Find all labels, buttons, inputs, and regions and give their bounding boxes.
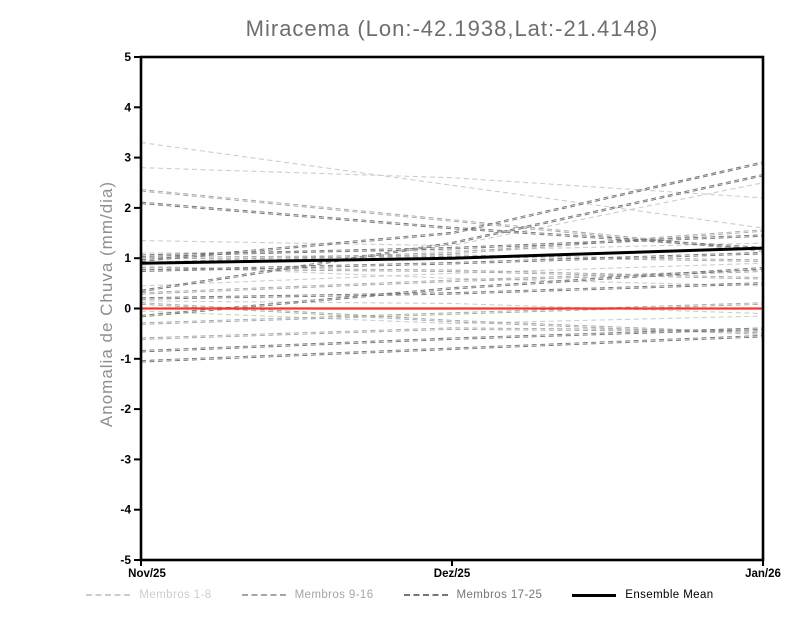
member-line — [141, 190, 763, 252]
dashed-line-swatch-icon — [403, 594, 448, 596]
legend-item-ensemble-mean: Ensemble Mean — [572, 589, 713, 601]
member-line — [141, 282, 763, 299]
member-line — [141, 267, 763, 316]
member-line — [141, 327, 763, 351]
member-line — [141, 175, 763, 293]
legend-item-membros-1-8: Membros 1-8 — [86, 589, 211, 601]
member-line — [141, 141, 763, 229]
member-line — [141, 327, 763, 339]
member-line — [141, 235, 763, 257]
member-line — [141, 229, 763, 263]
y-tick-label: 2 — [124, 201, 131, 215]
member-line — [141, 262, 763, 287]
x-tick-label: Dez/25 — [434, 568, 471, 580]
member-line — [141, 189, 763, 251]
y-tick-label: -5 — [120, 553, 131, 567]
y-tick-label: -1 — [120, 352, 131, 366]
member-line — [141, 162, 763, 262]
y-tick-label: 1 — [124, 251, 131, 265]
legend-label: Ensemble Mean — [625, 589, 714, 601]
member-line — [141, 271, 763, 295]
legend-label: Membros 9-16 — [294, 589, 374, 601]
ensemble-members — [141, 141, 763, 363]
y-tick-label: -2 — [120, 402, 131, 416]
y-tick-label: 3 — [124, 151, 131, 165]
legend-label: Membros 1-8 — [139, 589, 212, 601]
y-tick-label: -4 — [120, 503, 131, 517]
member-line — [141, 300, 763, 315]
x-axis-ticks: Nov/25 Dez/25 Jan/26 — [128, 560, 781, 580]
member-line — [141, 268, 763, 280]
member-line — [141, 310, 763, 325]
y-tick-label: -3 — [120, 452, 131, 466]
member-line — [141, 269, 763, 294]
ensemble-mean-line — [141, 246, 763, 265]
y-tick-label: 4 — [124, 100, 131, 114]
member-line — [141, 267, 763, 279]
dashed-line-swatch-icon — [86, 594, 131, 596]
member-line — [141, 253, 763, 272]
legend-label: Membros 17-25 — [456, 589, 543, 601]
dashed-line-swatch-icon — [241, 594, 286, 596]
member-line — [141, 203, 763, 250]
member-line — [141, 336, 763, 363]
chart-legend: Membros 1-8 Membros 9-16 Membros 17-25 E… — [0, 589, 800, 601]
legend-item-membros-9-16: Membros 9-16 — [241, 589, 374, 601]
member-line — [141, 251, 763, 271]
member-line — [141, 167, 763, 199]
y-axis-ticks: -5 -4 -3 -2 -1 0 1 2 3 4 5 — [120, 50, 141, 567]
member-line — [141, 161, 763, 261]
member-line — [141, 303, 763, 335]
x-tick-label: Nov/25 — [128, 568, 166, 580]
member-line — [141, 334, 763, 362]
legend-item-membros-17-25: Membros 17-25 — [403, 589, 543, 601]
solid-line-swatch-icon — [572, 593, 617, 597]
y-tick-label: 5 — [124, 50, 131, 64]
member-line — [141, 254, 763, 261]
x-tick-label: Jan/26 — [745, 568, 781, 580]
y-tick-label: 0 — [124, 302, 131, 316]
member-line — [141, 173, 763, 291]
member-line — [141, 328, 763, 353]
member-line — [141, 182, 763, 247]
member-line — [141, 255, 763, 262]
member-line — [141, 283, 763, 300]
chart-title: Miracema (Lon:-42.1938,Lat:-21.4148) — [245, 16, 659, 41]
member-line — [141, 302, 763, 324]
